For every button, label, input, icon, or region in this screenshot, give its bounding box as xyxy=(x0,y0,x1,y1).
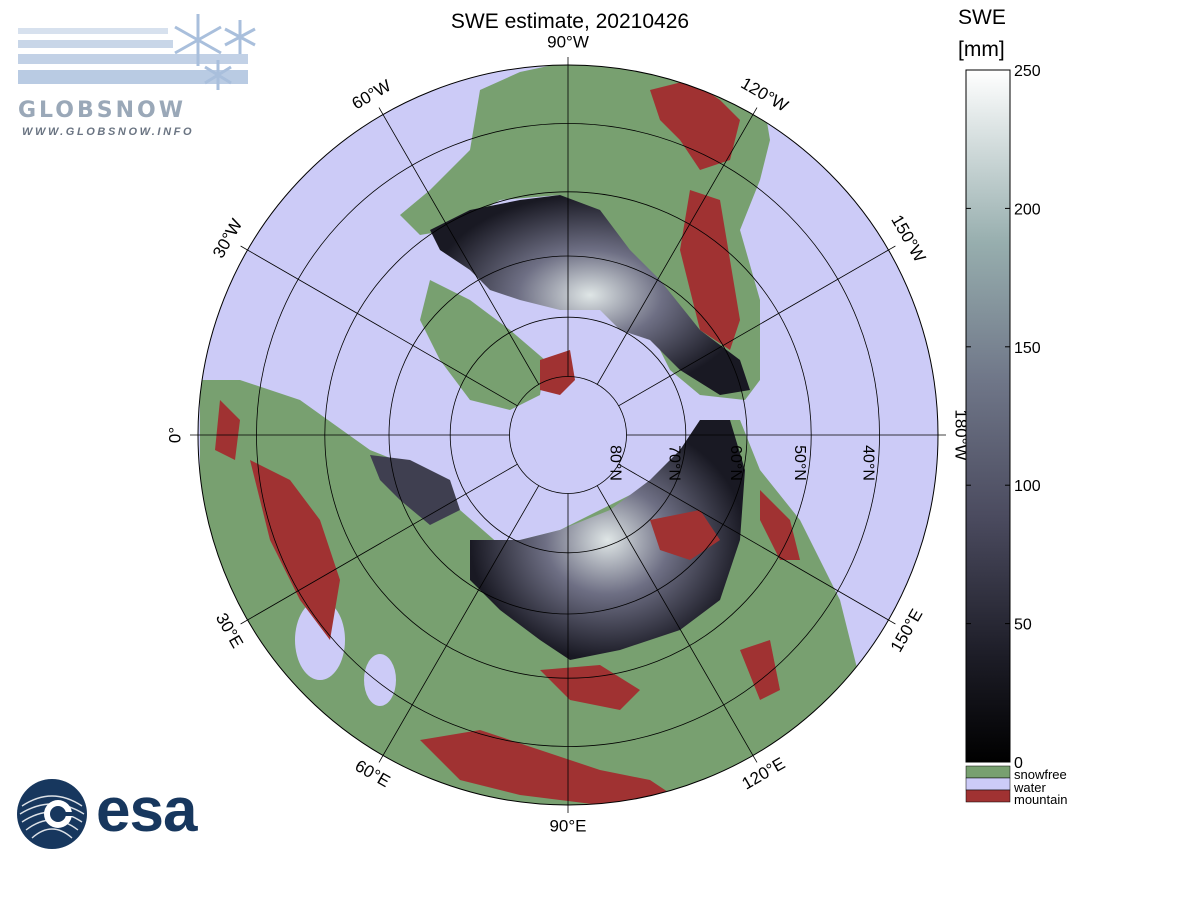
longitude-label: 0° xyxy=(165,427,184,443)
latitude-label: 80°N xyxy=(606,445,623,481)
colorbar: 250 200 150 100 50 0 xyxy=(965,63,1041,803)
longitude-label: 90°E xyxy=(549,816,586,835)
meridian-line xyxy=(378,107,540,385)
meridian-line xyxy=(596,485,758,763)
colorbar-categories xyxy=(965,765,1011,803)
meridian-line xyxy=(378,485,540,763)
esa-emblem-icon xyxy=(17,779,87,849)
latitude-label: 70°N xyxy=(666,445,683,481)
globsnow-url: WWW.GLOBSNOW.INFO xyxy=(22,126,195,138)
map-title: SWE estimate, 20210426 xyxy=(450,10,690,33)
meridian-line xyxy=(240,245,518,407)
graticule xyxy=(190,57,946,813)
latitude-label: 40°N xyxy=(859,445,876,481)
esa-wordmark: esa xyxy=(96,776,197,845)
longitude-label: 150°W xyxy=(887,212,929,266)
globsnow-wordmark: GLOBSNOW xyxy=(18,98,186,123)
longitude-label: 30°E xyxy=(212,610,247,652)
colorbar-ticks: 250 200 150 100 50 0 xyxy=(966,63,1041,772)
colorbar-tick-label: 0 xyxy=(1014,755,1023,772)
swe-scandinavia xyxy=(370,455,460,525)
latitude-labels: 80°N 70°N 60°N 50°N 40°N xyxy=(606,445,876,481)
colorbar-label-swe: SWE xyxy=(958,6,1006,29)
snowflake-icon xyxy=(174,14,256,90)
land-greenland xyxy=(420,280,545,410)
longitude-label: 60°W xyxy=(349,76,395,113)
globsnow-stripes xyxy=(18,14,256,90)
meridian-line xyxy=(618,463,896,625)
longitude-label: 90°W xyxy=(547,32,589,51)
water-inlet-2 xyxy=(364,654,396,706)
legend-swatch-mountain xyxy=(965,789,1011,803)
legend-swatch-snowfree xyxy=(965,765,1011,779)
colorbar-tick-label: 100 xyxy=(1014,478,1041,495)
colorbar-tick-label: 50 xyxy=(1014,617,1032,634)
legend-snowfree: snowfree xyxy=(1014,767,1067,782)
longitude-label: 30°W xyxy=(209,216,246,262)
swe-north-america xyxy=(430,195,750,395)
colorbar-tick-label: 250 xyxy=(1014,63,1041,80)
latitude-label: 50°N xyxy=(791,445,808,481)
longitude-label: 120°W xyxy=(738,74,792,116)
colorbar-label-unit: [mm] xyxy=(958,38,1005,61)
meridian-line xyxy=(618,245,896,407)
colorbar-gradient xyxy=(965,69,1011,763)
swe-eurasia xyxy=(470,420,745,660)
meridian-line xyxy=(240,463,518,625)
longitude-label: 60°E xyxy=(352,756,394,791)
colorbar-tick-label: 150 xyxy=(1014,340,1041,357)
legend-water: water xyxy=(1014,780,1046,795)
legend-mountain: mountain xyxy=(1014,792,1068,807)
latitude-label: 60°N xyxy=(727,445,744,481)
legend-swatch-water xyxy=(965,777,1011,791)
meridian-line xyxy=(596,107,758,385)
mountain-areas xyxy=(215,80,800,805)
colorbar-tick-label: 200 xyxy=(1014,201,1041,218)
